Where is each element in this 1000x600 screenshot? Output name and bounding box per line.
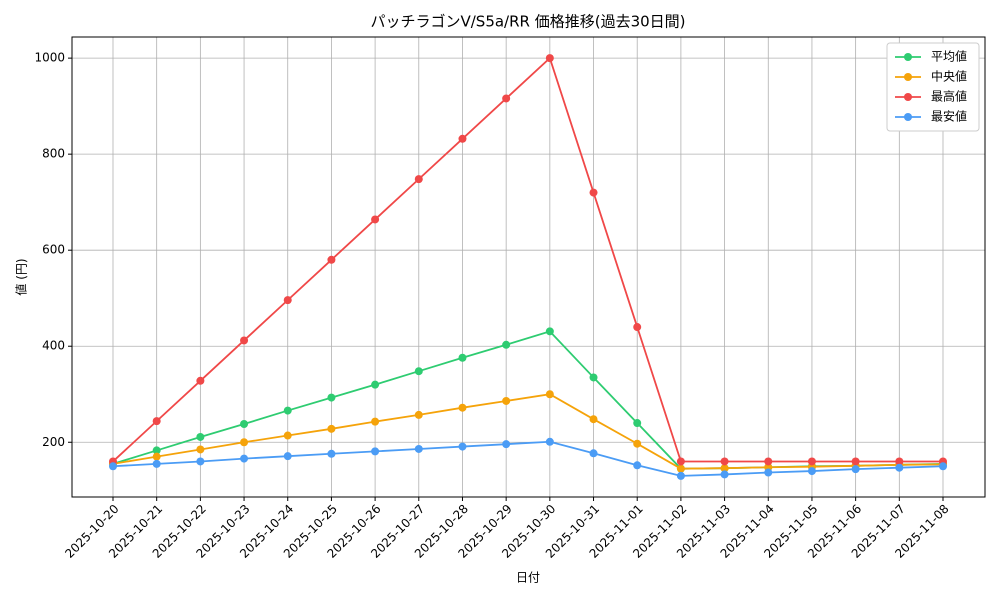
point	[371, 417, 380, 426]
point	[633, 461, 642, 470]
y-tick-label: 200	[42, 435, 65, 449]
point	[371, 380, 380, 389]
legend-box	[886, 42, 980, 132]
point	[633, 419, 642, 428]
point	[414, 444, 423, 453]
point	[240, 420, 249, 429]
point	[240, 438, 249, 447]
point	[109, 462, 117, 471]
point	[545, 390, 554, 399]
point	[283, 452, 292, 461]
point	[240, 454, 249, 463]
plot-frame	[71, 36, 986, 498]
point	[371, 447, 380, 456]
point	[676, 457, 685, 466]
point	[589, 415, 598, 424]
point	[895, 457, 904, 466]
point	[196, 376, 205, 385]
point	[589, 373, 598, 382]
series-line	[112, 393, 944, 470]
point	[939, 462, 947, 471]
series-line	[112, 330, 944, 470]
point	[414, 175, 423, 184]
point	[196, 432, 205, 441]
point	[764, 468, 773, 477]
series-line	[112, 440, 944, 477]
y-axis-label: 値 (円)	[14, 258, 29, 295]
point	[502, 94, 511, 103]
point	[240, 336, 249, 345]
point	[807, 467, 816, 476]
point	[371, 215, 380, 224]
chart-title: パッチラゴンV/S5a/RR 価格推移(過去30日間)	[370, 13, 685, 31]
point	[720, 457, 729, 466]
point	[676, 471, 685, 480]
point	[545, 327, 554, 336]
point	[283, 296, 292, 305]
legend-label: 最安値	[931, 109, 967, 124]
point	[502, 396, 511, 405]
point	[152, 452, 161, 461]
point	[152, 459, 161, 468]
legend-label: 平均値	[931, 49, 967, 64]
point	[545, 437, 554, 446]
point	[807, 457, 816, 466]
point	[895, 463, 904, 472]
point	[327, 393, 336, 402]
point	[196, 445, 205, 454]
point	[196, 457, 205, 466]
point	[327, 255, 336, 264]
point	[764, 457, 773, 466]
legend-label: 最高値	[931, 89, 967, 104]
point	[720, 470, 729, 479]
y-tick-label: 800	[42, 147, 65, 161]
point	[589, 449, 598, 458]
point	[502, 440, 511, 449]
legend-marker	[904, 113, 912, 121]
point	[414, 410, 423, 419]
y-tick-label: 1000	[34, 51, 65, 65]
point	[633, 439, 642, 448]
point	[414, 367, 423, 376]
point	[589, 188, 598, 197]
legend-marker	[904, 93, 912, 101]
point	[720, 464, 729, 473]
point	[458, 403, 467, 412]
y-tick-label: 600	[42, 243, 65, 257]
point	[283, 406, 292, 415]
series-line	[112, 56, 943, 463]
y-tick-label: 400	[42, 339, 65, 353]
legend-label: 中央値	[931, 69, 967, 84]
point	[152, 417, 161, 426]
legend-marker	[904, 73, 912, 81]
point	[851, 457, 860, 466]
point	[851, 465, 860, 474]
legend-marker	[904, 53, 912, 61]
point	[545, 54, 554, 63]
point	[327, 424, 336, 433]
x-axis-label: 日付	[516, 571, 540, 585]
point	[633, 323, 642, 332]
point	[458, 134, 467, 143]
point	[283, 431, 292, 440]
point	[152, 446, 161, 455]
point	[458, 442, 467, 451]
point	[458, 353, 467, 362]
point	[327, 449, 336, 458]
point	[502, 340, 511, 349]
point	[676, 464, 685, 473]
